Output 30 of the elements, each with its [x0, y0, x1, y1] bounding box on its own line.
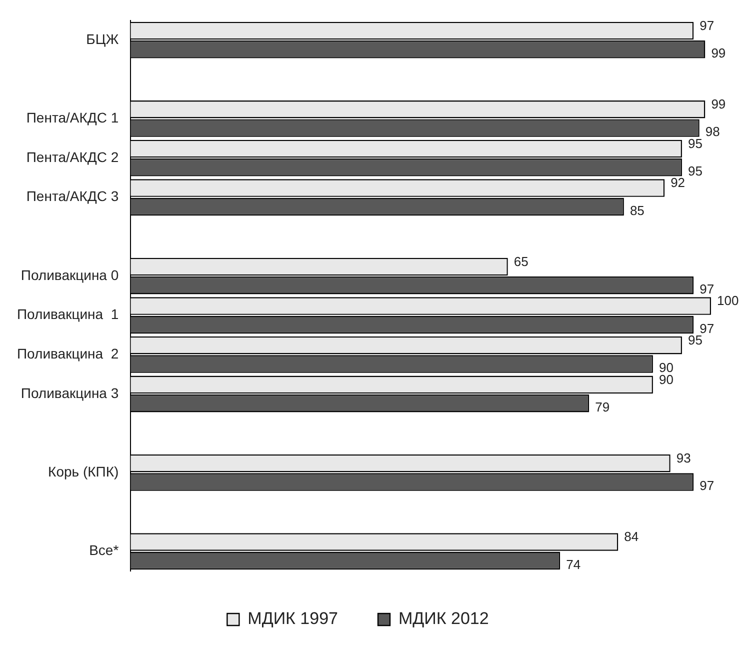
- data-label: 93: [676, 450, 691, 466]
- data-label: 95: [688, 163, 702, 178]
- legend-label: МДИК 2012: [398, 609, 489, 628]
- data-label: 95: [688, 332, 702, 348]
- y-tick-label: Поливакцина 1: [16, 306, 119, 322]
- data-label: 99: [711, 45, 726, 60]
- data-label: 84: [624, 529, 639, 544]
- y-tick-label: Корь (КПК): [48, 464, 119, 480]
- data-label: 100: [717, 293, 739, 308]
- data-label: 97: [700, 281, 714, 296]
- y-tick-label: Поливакцина 3: [20, 384, 119, 401]
- data-label: 79: [595, 399, 610, 414]
- data-label: 85: [630, 202, 644, 218]
- data-label: 95: [688, 136, 702, 151]
- y-tick-label: Пента/АКДС 3: [26, 188, 119, 204]
- y-tick-label: Пента/АКДС 2: [26, 148, 119, 165]
- y-tick-label: Все*: [89, 542, 120, 558]
- data-label: 92: [670, 175, 686, 190]
- y-tick-label: Поливакцина 2: [16, 346, 119, 362]
- data-label: 65: [514, 254, 528, 269]
- legend-label: МДИК 1997: [248, 609, 338, 628]
- data-label: 97: [700, 18, 714, 33]
- data-label: 97: [700, 478, 714, 494]
- y-tick-label: Поливакцина 0: [20, 266, 119, 283]
- y-tick-label: Пента/АКДС 1: [26, 110, 119, 126]
- y-tick-label: БЦЖ: [86, 30, 119, 47]
- data-label: 98: [705, 124, 720, 140]
- data-label: 74: [566, 556, 581, 572]
- data-label: 99: [711, 96, 726, 112]
- data-label: 97: [700, 320, 714, 336]
